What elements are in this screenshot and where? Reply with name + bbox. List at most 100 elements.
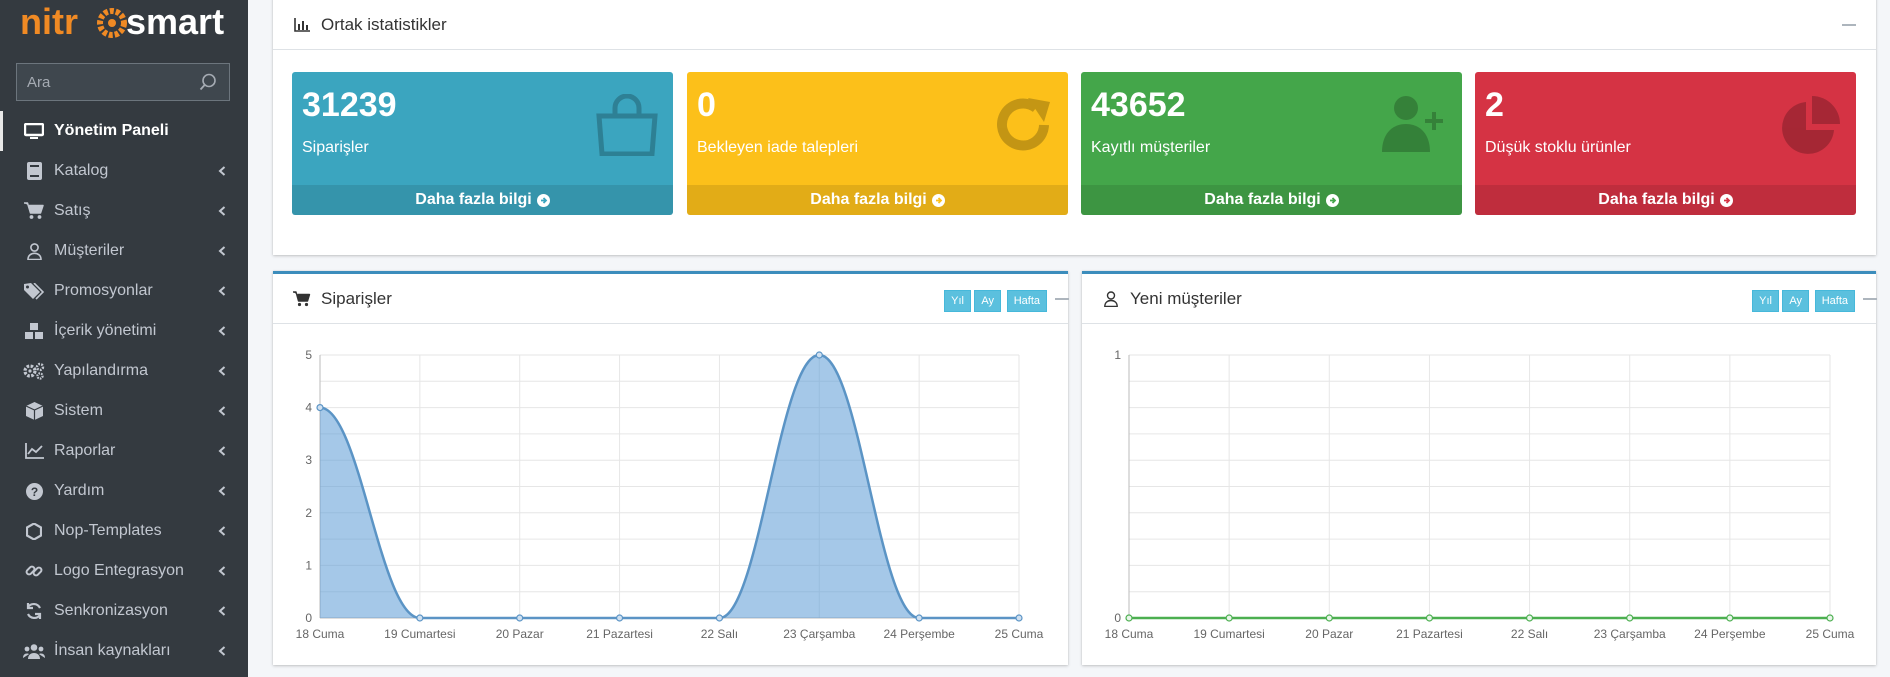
stat-box: 2 Düşük stoklu ürünler Daha fazla bilgi: [1475, 72, 1856, 215]
pie-chart-icon: [1778, 94, 1842, 163]
week-button[interactable]: Hafta: [1006, 290, 1047, 312]
sidebar-item-nop-templates[interactable]: Nop-Templates: [0, 511, 248, 551]
sidebar-item-raporlar[interactable]: Raporlar: [0, 431, 248, 471]
chevron-left-icon: [215, 484, 229, 498]
data-point[interactable]: [1726, 614, 1734, 622]
sidebar-item-label: İçerik yönetimi: [54, 322, 157, 339]
stats-card-title: Ortak istatistikler: [321, 14, 447, 34]
search-icon[interactable]: [197, 71, 219, 93]
arrow-circle-right-icon: [1325, 193, 1339, 207]
data-point[interactable]: [915, 614, 923, 622]
sidebar-item-label: Senkronizasyon: [54, 602, 168, 619]
data-point[interactable]: [815, 351, 823, 359]
series-area: [320, 355, 1019, 618]
sidebar-item-müşteriler[interactable]: Müşteriler: [0, 231, 248, 271]
data-point[interactable]: [615, 614, 624, 622]
stat-box: 0 Bekleyen iade talepleri Daha fazla bilgi: [687, 72, 1068, 215]
data-point[interactable]: [1826, 614, 1834, 622]
chevron-left-icon: [215, 404, 229, 418]
month-button[interactable]: Ay: [1782, 290, 1809, 312]
sidebar-nav: Yönetim Paneli Katalog Satış Müşteriler Prom…: [0, 111, 248, 671]
x-tick-label: 19 Cumartesi: [1193, 627, 1264, 641]
arrow-circle-right-icon: [931, 193, 945, 207]
customers-card-header: Yeni müşteriler Yıl Ay Hafta: [1082, 274, 1877, 324]
search-input[interactable]: [27, 73, 197, 91]
collapse-icon[interactable]: [1863, 297, 1877, 300]
sidebar-item-sistem[interactable]: Sistem: [0, 391, 248, 431]
more-info-link[interactable]: Daha fazla bilgi: [687, 185, 1068, 215]
sidebar-item-yardım[interactable]: ? Yardım: [0, 471, 248, 511]
x-tick-label: 23 Çarşamba: [783, 627, 855, 641]
user-icon: [22, 241, 46, 261]
more-info-link[interactable]: Daha fazla bilgi: [1475, 185, 1856, 215]
data-point[interactable]: [1626, 614, 1634, 622]
x-tick-label: 25 Cuma: [995, 627, 1044, 641]
year-button[interactable]: Yıl: [1752, 290, 1779, 312]
stat-label: Bekleyen iade talepleri: [697, 139, 858, 156]
stat-value: 0: [697, 86, 716, 124]
x-tick-label: 24 Perşembe: [883, 627, 955, 641]
sidebar: nitr smart Yönetim Paneli Katalog Satış Müş…: [0, 0, 248, 677]
user-plus-icon: [1382, 94, 1448, 157]
month-button[interactable]: Ay: [974, 290, 1001, 312]
stat-box: 43652 Kayıtlı müşteriler Daha fazla bilgi: [1081, 72, 1462, 215]
y-tick-label: 0: [305, 611, 312, 625]
data-point[interactable]: [1225, 614, 1233, 622]
sidebar-item-i-nsan-kaynakları[interactable]: İnsan kaynakları: [0, 631, 248, 671]
sidebar-item-label: Müşteriler: [54, 242, 125, 259]
sidebar-item-label: Satış: [54, 202, 91, 219]
data-point[interactable]: [1015, 614, 1023, 622]
users-icon: [22, 641, 46, 661]
sidebar-item-label: Sistem: [54, 402, 103, 419]
collapse-icon[interactable]: [1842, 23, 1856, 26]
chevron-left-icon: [215, 324, 229, 338]
question-icon: ?: [22, 481, 46, 501]
week-button[interactable]: Hafta: [1814, 290, 1855, 312]
chevron-left-icon: [215, 564, 229, 578]
sidebar-item-label: Katalog: [54, 162, 109, 179]
hexagon-icon: [22, 521, 46, 541]
sidebar-item-promosyonlar[interactable]: Promosyonlar: [0, 271, 248, 311]
data-point[interactable]: [715, 614, 724, 622]
stat-label: Siparişler: [302, 139, 369, 156]
stat-label: Düşük stoklu ürünler: [1485, 139, 1631, 156]
y-tick-label: 4: [305, 401, 312, 415]
year-button[interactable]: Yıl: [944, 290, 971, 312]
sidebar-item-katalog[interactable]: Katalog: [0, 151, 248, 191]
stat-label: Kayıtlı müşteriler: [1091, 139, 1211, 156]
sidebar-item-yapılandırma[interactable]: Yapılandırma: [0, 351, 248, 391]
more-info-link[interactable]: Daha fazla bilgi: [292, 185, 673, 215]
more-info-label: Daha fazla bilgi: [810, 191, 927, 208]
sidebar-item-logo-entegrasyon[interactable]: Logo Entegrasyon: [0, 551, 248, 591]
stat-value: 43652: [1091, 86, 1186, 124]
data-point[interactable]: [416, 614, 424, 622]
chevron-left-icon: [215, 284, 229, 298]
collapse-icon[interactable]: [1055, 297, 1069, 300]
sidebar-item-label: Yönetim Paneli: [54, 122, 169, 139]
data-point[interactable]: [1425, 614, 1434, 622]
sidebar-item-yönetim-paneli[interactable]: Yönetim Paneli: [0, 111, 248, 151]
monitor-icon: [22, 121, 46, 141]
arrow-circle-right-icon: [1719, 193, 1733, 207]
x-tick-label: 19 Cumartesi: [384, 627, 455, 641]
customers-chart: 0 1 18 Cuma 19 Cumartesi 20 Pazar 21 Pazartes…: [1105, 348, 1855, 641]
y-tick-label: 3: [305, 453, 312, 467]
chevron-left-icon: [215, 204, 229, 218]
cart-icon: [293, 290, 311, 308]
sidebar-item-i-çerik-yönetimi[interactable]: İçerik yönetimi: [0, 311, 248, 351]
sidebar-item-satış[interactable]: Satış: [0, 191, 248, 231]
sidebar-item-label: Nop-Templates: [54, 522, 162, 539]
sidebar-item-label: Raporlar: [54, 442, 116, 459]
data-point[interactable]: [1325, 614, 1333, 622]
data-point[interactable]: [516, 614, 524, 622]
sidebar-item-label: Promosyonlar: [54, 282, 153, 299]
data-point[interactable]: [316, 403, 324, 412]
data-point[interactable]: [1525, 614, 1534, 622]
more-info-link[interactable]: Daha fazla bilgi: [1081, 185, 1462, 215]
brand-logo[interactable]: nitr smart: [0, 0, 248, 50]
cubes-icon: [22, 321, 46, 341]
sidebar-item-senkronizasyon[interactable]: Senkronizasyon: [0, 591, 248, 631]
data-point[interactable]: [1125, 614, 1133, 622]
sidebar-search: [16, 63, 230, 101]
x-tick-label: 24 Perşembe: [1694, 627, 1766, 641]
